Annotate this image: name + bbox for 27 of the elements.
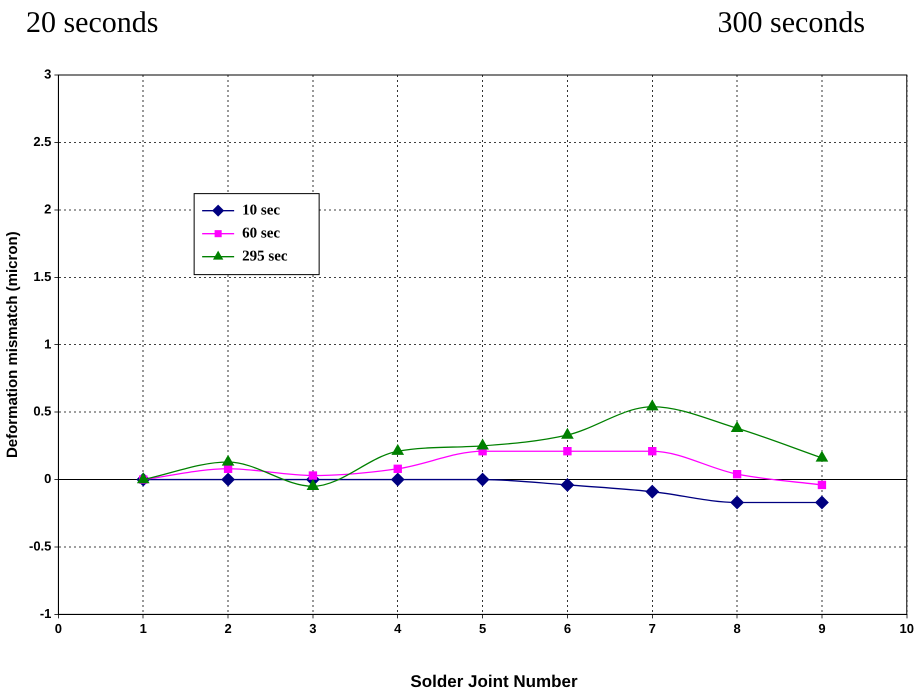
x-tick-label: 1 [140,620,147,636]
x-tick-label: 7 [648,620,656,636]
y-tick-label: 2.5 [33,134,52,150]
x-axis-title: Solder Joint Number [409,672,579,692]
legend-label: 295 sec [242,248,288,265]
x-tick-label: 2 [224,620,232,636]
x-tick-label: 3 [309,620,317,636]
text: 20 seconds [26,6,158,40]
y-tick-label: 2 [44,201,52,216]
legend-label: 60 sec [242,226,280,242]
legend-label: 10 sec [242,202,280,219]
x-tick-label: 9 [818,620,826,636]
y-tick-label: 0 [44,471,52,486]
x-tick-label: 5 [478,620,486,636]
y-tick-label: -0.5 [28,538,52,554]
y-tick-label: -1 [40,606,52,621]
x-tick-label: 10 [900,620,914,636]
x-tick-label: 8 [733,620,741,636]
x-tick-label: 4 [394,620,402,636]
x-tick-label: 0 [54,620,62,636]
text: 300 seconds [718,6,865,40]
y-axis-title: Deformation mismatch (micron) [4,231,22,458]
y-tick-label: 0.5 [33,404,52,419]
y-tick-label: 3 [44,66,52,82]
x-tick-label: 6 [564,620,572,636]
y-tick-label: 1.5 [33,268,52,284]
y-tick-label: 1 [44,336,52,352]
